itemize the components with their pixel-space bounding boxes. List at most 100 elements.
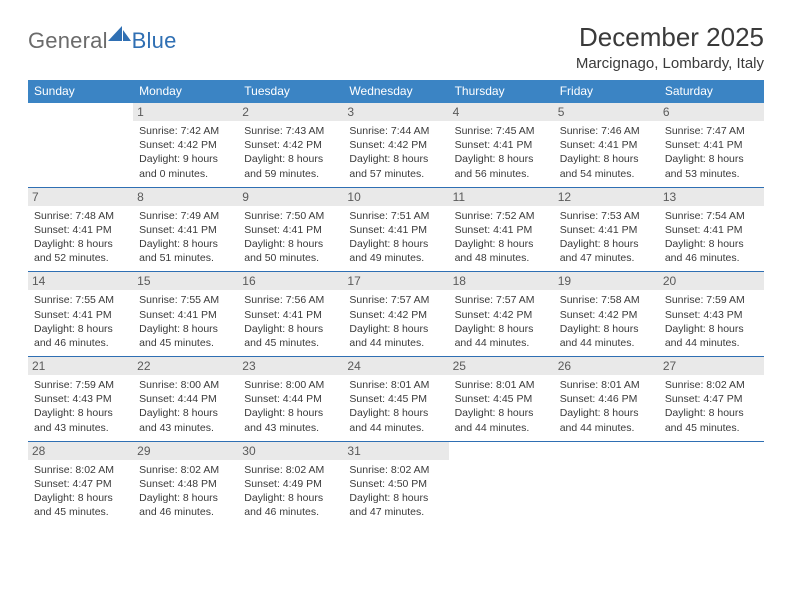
daylight-line-1: Daylight: 8 hours: [244, 237, 337, 251]
dow-mon: Monday: [133, 80, 238, 103]
sunrise-line: Sunrise: 7:47 AM: [665, 124, 758, 138]
sunrise-line: Sunrise: 7:53 AM: [560, 209, 653, 223]
daylight-line-2: and 49 minutes.: [349, 251, 442, 265]
day-info: Sunrise: 7:56 AMSunset: 4:41 PMDaylight:…: [244, 293, 337, 350]
week-row: 28Sunrise: 8:02 AMSunset: 4:47 PMDayligh…: [28, 442, 764, 526]
day-info: Sunrise: 7:46 AMSunset: 4:41 PMDaylight:…: [560, 124, 653, 181]
dow-fri: Friday: [554, 80, 659, 103]
daylight-line-2: and 51 minutes.: [139, 251, 232, 265]
location-text: Marcignago, Lombardy, Italy: [576, 55, 764, 72]
sunrise-line: Sunrise: 7:56 AM: [244, 293, 337, 307]
day-info: Sunrise: 7:54 AMSunset: 4:41 PMDaylight:…: [665, 209, 758, 266]
sunset-line: Sunset: 4:42 PM: [244, 138, 337, 152]
logo-text-2: Blue: [132, 28, 177, 54]
day-cell: 27Sunrise: 8:02 AMSunset: 4:47 PMDayligh…: [659, 357, 764, 441]
day-info: Sunrise: 8:02 AMSunset: 4:49 PMDaylight:…: [244, 463, 337, 520]
day-cell: 3Sunrise: 7:44 AMSunset: 4:42 PMDaylight…: [343, 103, 448, 187]
day-cell: 13Sunrise: 7:54 AMSunset: 4:41 PMDayligh…: [659, 188, 764, 272]
daylight-line-1: Daylight: 8 hours: [665, 322, 758, 336]
day-info: Sunrise: 7:49 AMSunset: 4:41 PMDaylight:…: [139, 209, 232, 266]
day-info: Sunrise: 8:00 AMSunset: 4:44 PMDaylight:…: [139, 378, 232, 435]
day-number: 26: [554, 357, 659, 375]
daylight-line-1: Daylight: 8 hours: [560, 237, 653, 251]
daylight-line-1: Daylight: 8 hours: [560, 152, 653, 166]
sunset-line: Sunset: 4:42 PM: [349, 308, 442, 322]
sunrise-line: Sunrise: 7:58 AM: [560, 293, 653, 307]
daylight-line-1: Daylight: 8 hours: [560, 322, 653, 336]
sunrise-line: Sunrise: 8:02 AM: [34, 463, 127, 477]
day-info: Sunrise: 7:47 AMSunset: 4:41 PMDaylight:…: [665, 124, 758, 181]
week-row: 14Sunrise: 7:55 AMSunset: 4:41 PMDayligh…: [28, 272, 764, 357]
day-cell: 23Sunrise: 8:00 AMSunset: 4:44 PMDayligh…: [238, 357, 343, 441]
day-number: 5: [554, 103, 659, 121]
sunrise-line: Sunrise: 8:02 AM: [139, 463, 232, 477]
sunrise-line: Sunrise: 8:02 AM: [244, 463, 337, 477]
day-cell: 22Sunrise: 8:00 AMSunset: 4:44 PMDayligh…: [133, 357, 238, 441]
sunrise-line: Sunrise: 8:01 AM: [349, 378, 442, 392]
daylight-line-2: and 57 minutes.: [349, 167, 442, 181]
day-cell: 2Sunrise: 7:43 AMSunset: 4:42 PMDaylight…: [238, 103, 343, 187]
day-cell: 7Sunrise: 7:48 AMSunset: 4:41 PMDaylight…: [28, 188, 133, 272]
day-cell: 16Sunrise: 7:56 AMSunset: 4:41 PMDayligh…: [238, 272, 343, 356]
sunrise-line: Sunrise: 7:54 AM: [665, 209, 758, 223]
daylight-line-2: and 46 minutes.: [665, 251, 758, 265]
sunset-line: Sunset: 4:44 PM: [244, 392, 337, 406]
day-cell: 21Sunrise: 7:59 AMSunset: 4:43 PMDayligh…: [28, 357, 133, 441]
daylight-line-1: Daylight: 8 hours: [244, 406, 337, 420]
daylight-line-1: Daylight: 8 hours: [455, 152, 548, 166]
day-cell: 26Sunrise: 8:01 AMSunset: 4:46 PMDayligh…: [554, 357, 659, 441]
sunrise-line: Sunrise: 7:46 AM: [560, 124, 653, 138]
daylight-line-1: Daylight: 8 hours: [665, 406, 758, 420]
daylight-line-2: and 46 minutes.: [139, 505, 232, 519]
day-number: 12: [554, 188, 659, 206]
day-cell: 20Sunrise: 7:59 AMSunset: 4:43 PMDayligh…: [659, 272, 764, 356]
daylight-line-2: and 54 minutes.: [560, 167, 653, 181]
daylight-line-2: and 44 minutes.: [455, 336, 548, 350]
sunset-line: Sunset: 4:41 PM: [455, 223, 548, 237]
day-number: 8: [133, 188, 238, 206]
daylight-line-2: and 52 minutes.: [34, 251, 127, 265]
day-number: 18: [449, 272, 554, 290]
day-number: 28: [28, 442, 133, 460]
sunset-line: Sunset: 4:41 PM: [455, 138, 548, 152]
sunrise-line: Sunrise: 7:52 AM: [455, 209, 548, 223]
day-info: Sunrise: 7:52 AMSunset: 4:41 PMDaylight:…: [455, 209, 548, 266]
daylight-line-1: Daylight: 8 hours: [34, 322, 127, 336]
day-cell: [28, 103, 133, 187]
day-cell: 19Sunrise: 7:58 AMSunset: 4:42 PMDayligh…: [554, 272, 659, 356]
day-number: 19: [554, 272, 659, 290]
sunrise-line: Sunrise: 8:02 AM: [349, 463, 442, 477]
daylight-line-1: Daylight: 8 hours: [34, 406, 127, 420]
dow-thu: Thursday: [449, 80, 554, 103]
day-cell: [554, 442, 659, 526]
week-row: 7Sunrise: 7:48 AMSunset: 4:41 PMDaylight…: [28, 188, 764, 273]
daylight-line-2: and 48 minutes.: [455, 251, 548, 265]
day-cell: 24Sunrise: 8:01 AMSunset: 4:45 PMDayligh…: [343, 357, 448, 441]
sunset-line: Sunset: 4:47 PM: [34, 477, 127, 491]
daylight-line-2: and 45 minutes.: [665, 421, 758, 435]
day-info: Sunrise: 7:50 AMSunset: 4:41 PMDaylight:…: [244, 209, 337, 266]
daylight-line-2: and 45 minutes.: [34, 505, 127, 519]
sunset-line: Sunset: 4:42 PM: [139, 138, 232, 152]
daylight-line-1: Daylight: 8 hours: [139, 237, 232, 251]
day-number: 15: [133, 272, 238, 290]
weeks-container: 1Sunrise: 7:42 AMSunset: 4:42 PMDaylight…: [28, 103, 764, 525]
daylight-line-2: and 44 minutes.: [560, 421, 653, 435]
sunset-line: Sunset: 4:42 PM: [455, 308, 548, 322]
day-cell: 29Sunrise: 8:02 AMSunset: 4:48 PMDayligh…: [133, 442, 238, 526]
sunrise-line: Sunrise: 7:50 AM: [244, 209, 337, 223]
sunrise-line: Sunrise: 7:43 AM: [244, 124, 337, 138]
daylight-line-1: Daylight: 9 hours: [139, 152, 232, 166]
sunset-line: Sunset: 4:41 PM: [665, 223, 758, 237]
day-number: 27: [659, 357, 764, 375]
day-number: 14: [28, 272, 133, 290]
daylight-line-2: and 47 minutes.: [560, 251, 653, 265]
day-of-week-header: Sunday Monday Tuesday Wednesday Thursday…: [28, 80, 764, 103]
sunset-line: Sunset: 4:41 PM: [139, 223, 232, 237]
sunrise-line: Sunrise: 8:01 AM: [560, 378, 653, 392]
sunrise-line: Sunrise: 7:57 AM: [455, 293, 548, 307]
day-info: Sunrise: 7:53 AMSunset: 4:41 PMDaylight:…: [560, 209, 653, 266]
day-number: 9: [238, 188, 343, 206]
sunset-line: Sunset: 4:45 PM: [455, 392, 548, 406]
sunrise-line: Sunrise: 7:44 AM: [349, 124, 442, 138]
